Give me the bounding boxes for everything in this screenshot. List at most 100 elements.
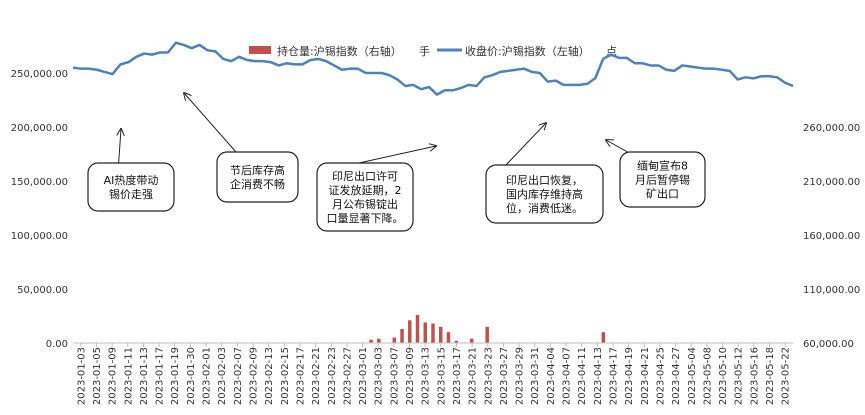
left-axis-tick-label: 50,000.00: [17, 285, 68, 296]
open-interest-bar: [423, 322, 427, 343]
x-axis-tick-label: 2023-04-07: [562, 347, 573, 405]
annotation-text-line: 位，消费低迷。: [506, 201, 583, 215]
x-axis-tick-label: 2023-05-08: [702, 347, 713, 405]
x-axis-tick-label: 2023-05-22: [781, 347, 792, 405]
annotation-text-line: 缅甸宣布8: [637, 159, 688, 173]
close-price-line: [72, 41, 794, 96]
x-axis-tick-label: 2023-05-04: [687, 347, 698, 405]
x-axis-tick-label: 2023-04-13: [593, 347, 604, 405]
annotation-arrow: [358, 146, 436, 164]
x-axis-tick-label: 2023-03-15: [436, 347, 447, 405]
legend: 持仓量:沪锡指数（右轴） 手 收盘价:沪锡指数（左轴） 点: [249, 44, 617, 58]
x-axis-tick-label: 2023-02-09: [249, 347, 260, 405]
annotation-text-line: AI热度带动: [104, 173, 159, 187]
x-axis-tick-label: 2023-03-07: [389, 347, 400, 405]
right-axis-tick-label: 60,000.00: [803, 339, 854, 350]
annotation-arrow: [184, 93, 237, 153]
right-axis-tick-label: 210,000.00: [803, 177, 860, 188]
x-axis: 2023-01-03 2023-01-05 2023-01-09 2023-01-11…: [76, 343, 792, 405]
left-axis-tick-label: 150,000.00: [11, 177, 68, 188]
annotation-text-line: 企消费不畅: [230, 177, 285, 191]
x-axis-tick-label: 2023-03-23: [483, 347, 494, 405]
right-axis-tick-label: 110,000.00: [803, 285, 860, 296]
open-interest-bar: [454, 340, 458, 343]
open-interest-bar: [415, 314, 420, 343]
annotation-arrow: [505, 123, 546, 166]
x-axis-tick-label: 2023-03-09: [405, 347, 416, 405]
x-axis-tick-label: 2023-04-17: [609, 347, 620, 405]
x-axis-tick-label: 2023-04-19: [624, 347, 635, 405]
left-axis: 0.00 50,000.00 100,000.00 150,000.00 200,000…: [11, 69, 68, 350]
x-axis-tick-label: 2023-05-16: [749, 347, 760, 405]
x-axis-tick-label: 2023-04-27: [671, 347, 682, 405]
left-axis-tick-label: 250,000.00: [11, 69, 68, 80]
x-axis-tick-label: 2023-01-13: [139, 347, 150, 405]
x-axis-tick-label: 2023-02-23: [327, 347, 338, 405]
x-axis-tick-label: 2023-01-03: [76, 347, 87, 405]
annotation-text-line: 口量显著下降。: [327, 211, 404, 225]
x-axis-tick-label: 2023-05-18: [765, 347, 776, 405]
x-axis-tick-label: 2023-02-13: [264, 347, 275, 405]
open-interest-bar: [392, 337, 397, 343]
x-axis-tick-label: 2023-02-21: [311, 347, 322, 405]
open-interest-bar: [369, 339, 373, 343]
x-axis-tick-label: 2023-03-27: [499, 347, 510, 405]
annotation-text-line: 矿出口: [646, 187, 679, 201]
right-axis: 60,000.00 110,000.00 160,000.00 210,000.00 2…: [803, 123, 860, 350]
annotation-box: [316, 162, 414, 232]
open-interest-bar: [446, 332, 451, 343]
close-price-series: [72, 41, 794, 96]
open-interest-bar: [431, 323, 435, 343]
annotation-text-line: 锡价走强: [109, 187, 153, 201]
legend-line-unit: 点: [606, 45, 617, 58]
x-axis-tick-label: 2023-03-17: [452, 347, 463, 405]
x-axis-tick-label: 2023-04-25: [655, 347, 666, 405]
left-axis-tick-label: 0.00: [46, 339, 68, 350]
x-axis-tick-label: 2023-02-15: [280, 347, 291, 405]
annotation-text-line: 证发放延期，2: [329, 183, 402, 197]
x-axis-tick-label: 2023-05-12: [734, 347, 745, 405]
open-interest-bar: [408, 320, 412, 343]
open-interest-bar: [485, 326, 489, 343]
annotation-box: [485, 164, 604, 224]
open-interest-bar: [377, 338, 381, 343]
legend-bar-label: 持仓量:沪锡指数（右轴）: [277, 44, 402, 58]
annotation-text-line: 月公布锡锭出: [332, 197, 398, 211]
x-axis-tick-label: 2023-03-03: [374, 347, 385, 405]
open-interest-bars: [369, 314, 606, 343]
x-axis-tick-label: 2023-02-07: [233, 347, 244, 405]
x-axis-tick-label: 2023-03-13: [421, 347, 432, 405]
annotation-box: [87, 162, 175, 212]
x-axis-tick-label: 2023-01-17: [155, 347, 166, 405]
x-axis-tick-label: 2023-02-01: [202, 347, 213, 405]
right-axis-tick-label: 260,000.00: [803, 123, 860, 134]
open-interest-bar: [400, 328, 404, 343]
x-axis-tick-label: 2023-04-11: [577, 347, 588, 405]
left-axis-tick-label: 200,000.00: [11, 123, 68, 134]
x-axis-tick-label: 2023-04-21: [640, 347, 651, 405]
legend-bar-swatch: [249, 46, 271, 54]
x-axis-tick-label: 2023-01-09: [108, 347, 119, 405]
right-axis-tick-label: 160,000.00: [803, 231, 860, 242]
x-axis-tick-label: 2023-02-17: [295, 347, 306, 405]
annotation-box: [216, 151, 299, 203]
left-axis-tick-label: 100,000.00: [11, 231, 68, 242]
open-interest-bar: [601, 332, 606, 343]
x-axis-tick-label: 2023-03-31: [530, 347, 541, 405]
annotation-text-line: 月后暂停锡: [635, 173, 690, 187]
x-axis-tick-label: 2023-04-04: [546, 347, 557, 405]
x-axis-tick-label: 2023-01-19: [170, 347, 181, 405]
annotation-text-line: 节后库存高: [230, 163, 285, 177]
legend-line-label: 收盘价:沪锡指数（左轴）: [465, 44, 590, 58]
x-axis-tick-label: 2023-02-03: [217, 347, 228, 405]
x-axis-tick-label: 2023-01-30: [186, 347, 197, 405]
open-interest-bar: [439, 326, 443, 343]
x-axis-tick-label: 2023-05-10: [718, 347, 729, 405]
x-axis-tick-label: 2023-01-11: [123, 347, 134, 405]
